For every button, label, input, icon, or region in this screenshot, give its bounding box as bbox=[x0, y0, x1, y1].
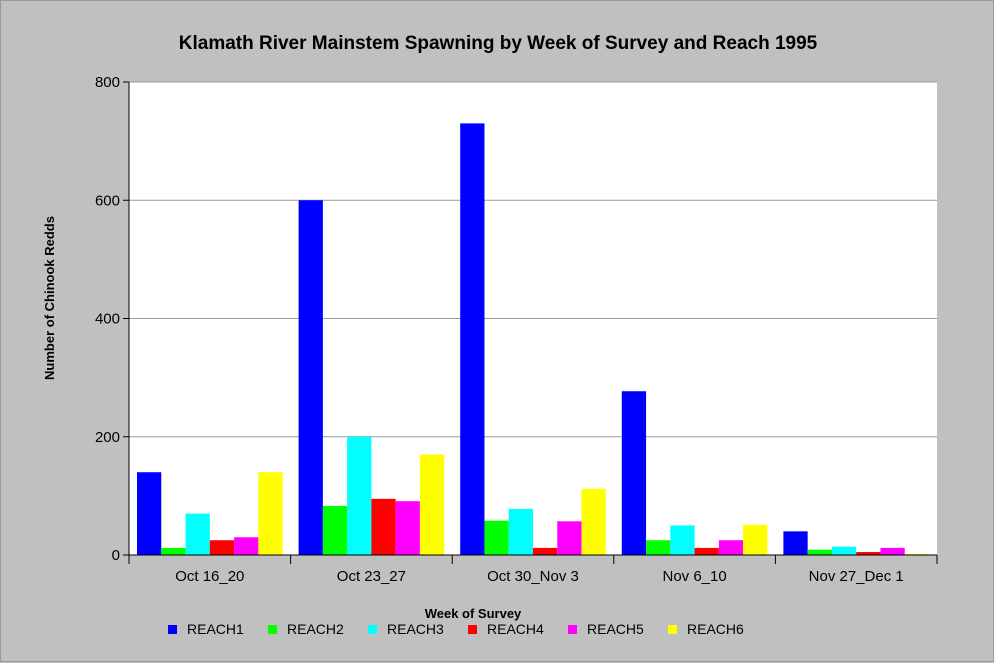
bar-reach3-2 bbox=[347, 436, 372, 555]
legend-label-reach6: REACH6 bbox=[687, 621, 744, 637]
bar-reach5-2 bbox=[395, 501, 420, 555]
y-tick-label: 200 bbox=[95, 429, 120, 446]
bar-reach5-4 bbox=[718, 540, 744, 555]
bar-reach3-5 bbox=[831, 546, 857, 555]
legend-label-reach2: REACH2 bbox=[287, 621, 344, 637]
legend-swatch-reach3 bbox=[368, 625, 377, 634]
gridlines bbox=[123, 81, 937, 556]
bar-reach5-5 bbox=[880, 547, 905, 555]
x-tick-label: Oct 23_27 bbox=[337, 568, 406, 585]
bar-reach6-2 bbox=[419, 454, 445, 555]
x-tick-label: Nov 27_Dec 1 bbox=[809, 568, 904, 585]
legend-swatch-reach4 bbox=[468, 625, 477, 634]
legend-swatch-reach2 bbox=[268, 625, 277, 634]
bar-reach4-1 bbox=[209, 540, 235, 555]
chart-title: Klamath River Mainstem Spawning by Week … bbox=[179, 33, 818, 54]
bar-reach4-5 bbox=[856, 552, 881, 555]
bar-reach1-3 bbox=[460, 123, 485, 555]
x-tick-label: Nov 6_10 bbox=[662, 568, 726, 585]
y-tick-label: 600 bbox=[95, 192, 120, 209]
bar-reach3-3 bbox=[508, 508, 533, 555]
bar-reach1-5 bbox=[783, 531, 808, 555]
bar-reach6-4 bbox=[743, 524, 768, 555]
legend-label-reach3: REACH3 bbox=[387, 621, 444, 637]
bar-reach4-2 bbox=[371, 498, 396, 555]
bar-reach2-5 bbox=[807, 549, 832, 555]
bar-reach5-3 bbox=[557, 521, 582, 555]
x-tick-label: Oct 16_20 bbox=[175, 568, 244, 585]
legend-label-reach5: REACH5 bbox=[587, 621, 644, 637]
legend-label-reach4: REACH4 bbox=[487, 621, 544, 637]
bar-reach2-3 bbox=[484, 520, 509, 555]
legend-swatch-reach1 bbox=[168, 625, 177, 634]
bar-reach6-5 bbox=[904, 553, 929, 555]
y-axis-label: Number of Chinook Redds bbox=[42, 216, 57, 380]
bar-reach1-2 bbox=[298, 200, 323, 555]
bar-reach3-1 bbox=[185, 513, 210, 555]
y-tick-labels: 0 200 400 600 800 bbox=[95, 74, 120, 564]
bar-reach3-4 bbox=[670, 525, 695, 555]
legend: REACH1 REACH2 REACH3 REACH4 REACH5 REACH6 bbox=[168, 621, 744, 637]
x-axis-label: Week of Survey bbox=[425, 606, 522, 621]
bars bbox=[137, 123, 929, 555]
y-tick-label: 0 bbox=[112, 547, 120, 564]
bar-reach6-3 bbox=[581, 488, 606, 555]
y-tick-label: 400 bbox=[95, 311, 120, 328]
bar-reach6-1 bbox=[258, 472, 283, 555]
bar-reach4-3 bbox=[533, 547, 558, 555]
legend-label-reach1: REACH1 bbox=[187, 621, 244, 637]
bar-reach4-4 bbox=[694, 547, 719, 555]
bar-reach2-1 bbox=[161, 547, 186, 555]
y-tick-label: 800 bbox=[95, 74, 120, 91]
x-tick-label: Oct 30_Nov 3 bbox=[487, 568, 579, 585]
bar-reach2-2 bbox=[322, 505, 348, 555]
x-tick-labels: Oct 16_20 Oct 23_27 Oct 30_Nov 3 Nov 6_10 No… bbox=[175, 568, 904, 585]
bar-reach2-4 bbox=[646, 540, 671, 555]
legend-swatch-reach6 bbox=[668, 625, 677, 634]
axes bbox=[128, 82, 938, 564]
bar-reach5-1 bbox=[234, 537, 259, 555]
bar-reach1-1 bbox=[137, 472, 162, 555]
legend-swatch-reach5 bbox=[568, 625, 577, 634]
bar-reach1-4 bbox=[621, 391, 647, 555]
